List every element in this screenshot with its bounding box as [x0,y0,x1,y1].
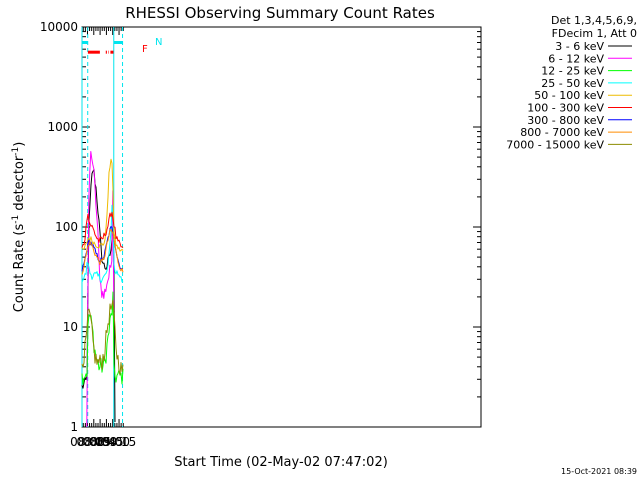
x-tick-label: 08:00 [70,435,105,449]
y-tick-labels: 1 10 100 1000 10000 [40,20,78,434]
legend-header-line-2: FDecim 1, Att 0 [552,27,637,40]
footer-timestamp: 15-Oct-2021 08:39 [561,467,637,476]
x-tick-label: 09:00 [95,435,130,449]
y-tick-label: 1 [70,420,78,434]
y-label-part-1: Count Rate (s [12,224,27,313]
series-line [81,158,124,252]
y-tick-label: 10000 [40,20,78,34]
legend-label: 7000 - 15000 keV [506,138,604,151]
legend-label: 12 - 25 keV [541,65,604,78]
x-tick-label: 08:15 [76,435,111,449]
x-tick-label: 08:30 [83,435,118,449]
y-tick-label: 1000 [47,120,78,134]
y-label-sup-2: -1 [11,147,21,156]
legend-label: 6 - 12 keV [548,52,604,65]
series-line [81,229,124,275]
data-series [81,151,124,428]
series-line [81,211,124,248]
legend-label: 25 - 50 keV [541,77,604,90]
legend-label: 800 - 7000 keV [520,126,604,139]
x-tick-label: 09:15 [102,435,137,449]
legend-label: 300 - 800 keV [527,114,604,127]
flag-bars [82,40,124,54]
legend-label: 3 - 6 keV [555,40,604,53]
chart-title: RHESSI Observing Summary Count Rates [125,4,435,22]
y-label-sup-1: -1 [11,215,21,224]
series-line [81,204,124,284]
flag-letter-f: F [142,44,148,55]
legend-label: 50 - 100 keV [534,89,604,102]
legend-header-line-1: Det 1,3,4,5,6,9, [551,14,637,27]
series-line [81,299,124,376]
x-tick-label: 08:45 [89,435,124,449]
y-tick-label: 10 [63,320,78,334]
y-axis-label: Count Rate (s-1 detector-1) [11,142,27,313]
y-tick-label: 100 [55,220,78,234]
legend-label: 100 - 300 keV [527,102,604,115]
y-label-part-3: ) [12,142,27,147]
flag-letter-n: N [155,37,162,48]
y-label-part-2: detector [12,155,27,215]
x-axis-label: Start Time (02-May-02 07:47:02) [174,455,388,470]
